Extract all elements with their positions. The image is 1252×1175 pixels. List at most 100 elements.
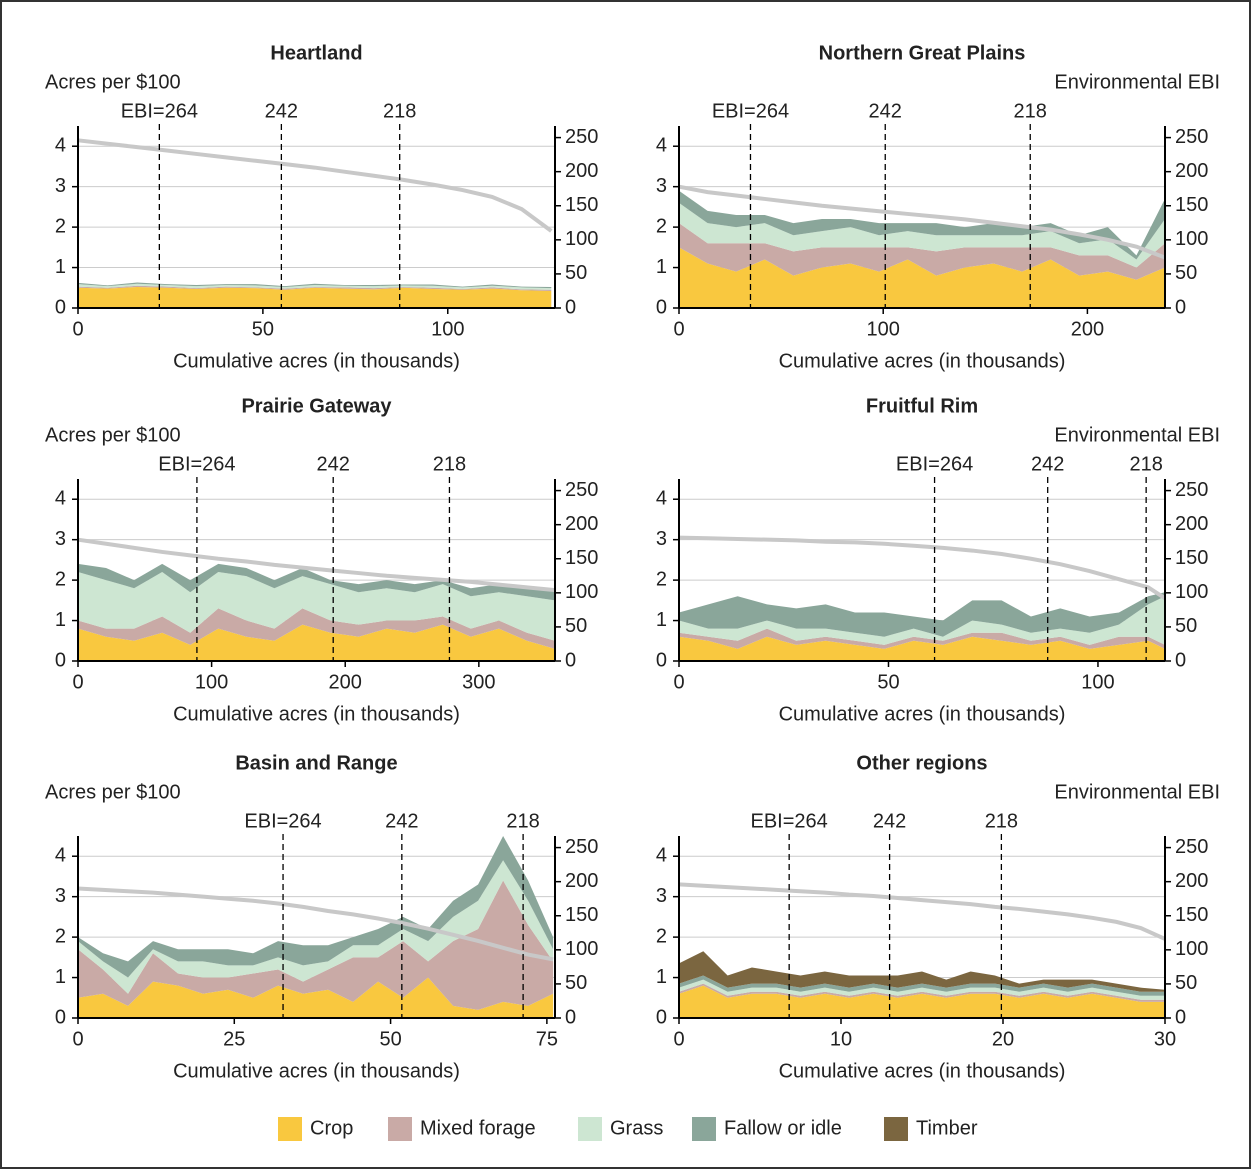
y2-tick-label: 200: [1175, 160, 1208, 182]
x-tick-label: 300: [462, 671, 495, 693]
x-tick-label: 0: [72, 1028, 83, 1050]
y2-tick-label: 250: [1175, 126, 1208, 148]
ebi-line: [77, 138, 553, 233]
ebi-threshold-label: 242: [1031, 453, 1064, 475]
y-tick-label: 2: [55, 568, 66, 590]
y-tick-label: 0: [55, 649, 66, 671]
y2-tick-label: 50: [1175, 972, 1197, 994]
y2-tick-label: 200: [565, 870, 598, 892]
y-tick-label: 2: [55, 925, 66, 947]
panel-title: Prairie Gateway: [241, 395, 392, 417]
y-tick-label: 1: [55, 256, 66, 278]
area: [679, 983, 1165, 1002]
x-axis-label: Cumulative acres (in thousands): [173, 350, 460, 372]
y-tick-label: 4: [656, 135, 667, 157]
x-tick-label: 100: [431, 318, 464, 340]
y-tick-label: 4: [55, 135, 66, 157]
y2-tick-label: 50: [565, 262, 587, 284]
x-tick-label: 10: [830, 1028, 852, 1050]
x-tick-label: 0: [673, 671, 684, 693]
x-tick-label: 0: [72, 318, 83, 340]
x-axis-label: Cumulative acres (in thousands): [173, 703, 460, 725]
panel-title: Heartland: [270, 42, 362, 64]
y2-tick-label: 0: [565, 1006, 576, 1028]
y-tick-label: 0: [656, 1006, 667, 1028]
y-axis-label: Acres per $100: [45, 781, 181, 803]
area: [679, 636, 1165, 661]
y2-tick-label: 150: [565, 547, 598, 569]
y2-axis-label: Environmental EBI: [1054, 781, 1220, 803]
y-tick-label: 0: [55, 296, 66, 318]
area: [679, 190, 1165, 260]
legend-swatch: [884, 1117, 908, 1141]
area: [679, 975, 1165, 996]
x-axis-label: Cumulative acres (in thousands): [779, 1060, 1066, 1082]
y-tick-label: 4: [55, 845, 66, 867]
x-tick-label: 0: [72, 671, 83, 693]
panel-title: Basin and Range: [235, 752, 397, 774]
ebi-line: [678, 184, 1166, 260]
x-tick-label: 75: [536, 1028, 558, 1050]
ebi-line: [77, 886, 554, 962]
x-tick-label: 0: [673, 318, 684, 340]
area: [78, 860, 554, 994]
y-tick-label: 0: [55, 1006, 66, 1028]
y2-tick-label: 0: [1175, 649, 1186, 671]
ebi-threshold-label: 242: [317, 453, 350, 475]
ebi-line: [678, 882, 1166, 941]
ebi-threshold-label: 218: [1014, 100, 1047, 122]
y2-tick-label: 50: [565, 615, 587, 637]
legend-swatch: [692, 1117, 716, 1141]
y-tick-label: 3: [55, 175, 66, 197]
y2-tick-label: 150: [565, 194, 598, 216]
ebi-threshold-label: 218: [1129, 453, 1162, 475]
ebi-threshold-label: 218: [506, 810, 539, 832]
ebi-threshold-label: EBI=264: [712, 100, 789, 122]
y-tick-label: 1: [656, 609, 667, 631]
area: [78, 836, 554, 978]
area: [679, 202, 1165, 268]
y2-tick-label: 150: [565, 904, 598, 926]
y2-tick-label: 0: [1175, 296, 1186, 318]
y-axis-label: Acres per $100: [45, 71, 181, 93]
y-tick-label: 1: [55, 966, 66, 988]
y2-tick-label: 250: [1175, 479, 1208, 501]
ebi-threshold-label: 242: [385, 810, 418, 832]
x-tick-label: 50: [252, 318, 274, 340]
area: [78, 283, 552, 290]
legend-label: Timber: [916, 1117, 978, 1139]
y-tick-label: 0: [656, 296, 667, 318]
x-tick-label: 200: [1071, 318, 1104, 340]
y2-tick-label: 0: [565, 296, 576, 318]
y2-tick-label: 50: [1175, 615, 1197, 637]
y-tick-label: 3: [656, 885, 667, 907]
legend-swatch: [578, 1117, 602, 1141]
legend-swatch: [278, 1117, 302, 1141]
y2-tick-label: 100: [1175, 581, 1208, 603]
panel-title: Other regions: [856, 752, 987, 774]
ebi-threshold-label: 218: [985, 810, 1018, 832]
y-tick-label: 4: [656, 488, 667, 510]
y-tick-label: 4: [55, 488, 66, 510]
panel-title: Northern Great Plains: [819, 42, 1026, 64]
y-axis-label: Acres per $100: [45, 424, 181, 446]
x-axis-label: Cumulative acres (in thousands): [173, 1060, 460, 1082]
ebi-line: [77, 537, 556, 593]
y2-tick-label: 50: [565, 972, 587, 994]
y2-tick-label: 100: [1175, 228, 1208, 250]
area: [679, 592, 1165, 637]
y2-tick-label: 50: [1175, 262, 1197, 284]
y2-tick-label: 100: [1175, 938, 1208, 960]
y-tick-label: 1: [656, 256, 667, 278]
area: [679, 223, 1165, 280]
x-tick-label: 100: [867, 318, 900, 340]
y-tick-label: 2: [656, 925, 667, 947]
y-tick-label: 4: [656, 845, 667, 867]
y-tick-label: 3: [55, 528, 66, 550]
ebi-threshold-label: 242: [869, 100, 902, 122]
y2-tick-label: 250: [565, 836, 598, 858]
y2-tick-label: 150: [1175, 547, 1208, 569]
area: [679, 247, 1165, 308]
ebi-threshold-label: 242: [265, 100, 298, 122]
